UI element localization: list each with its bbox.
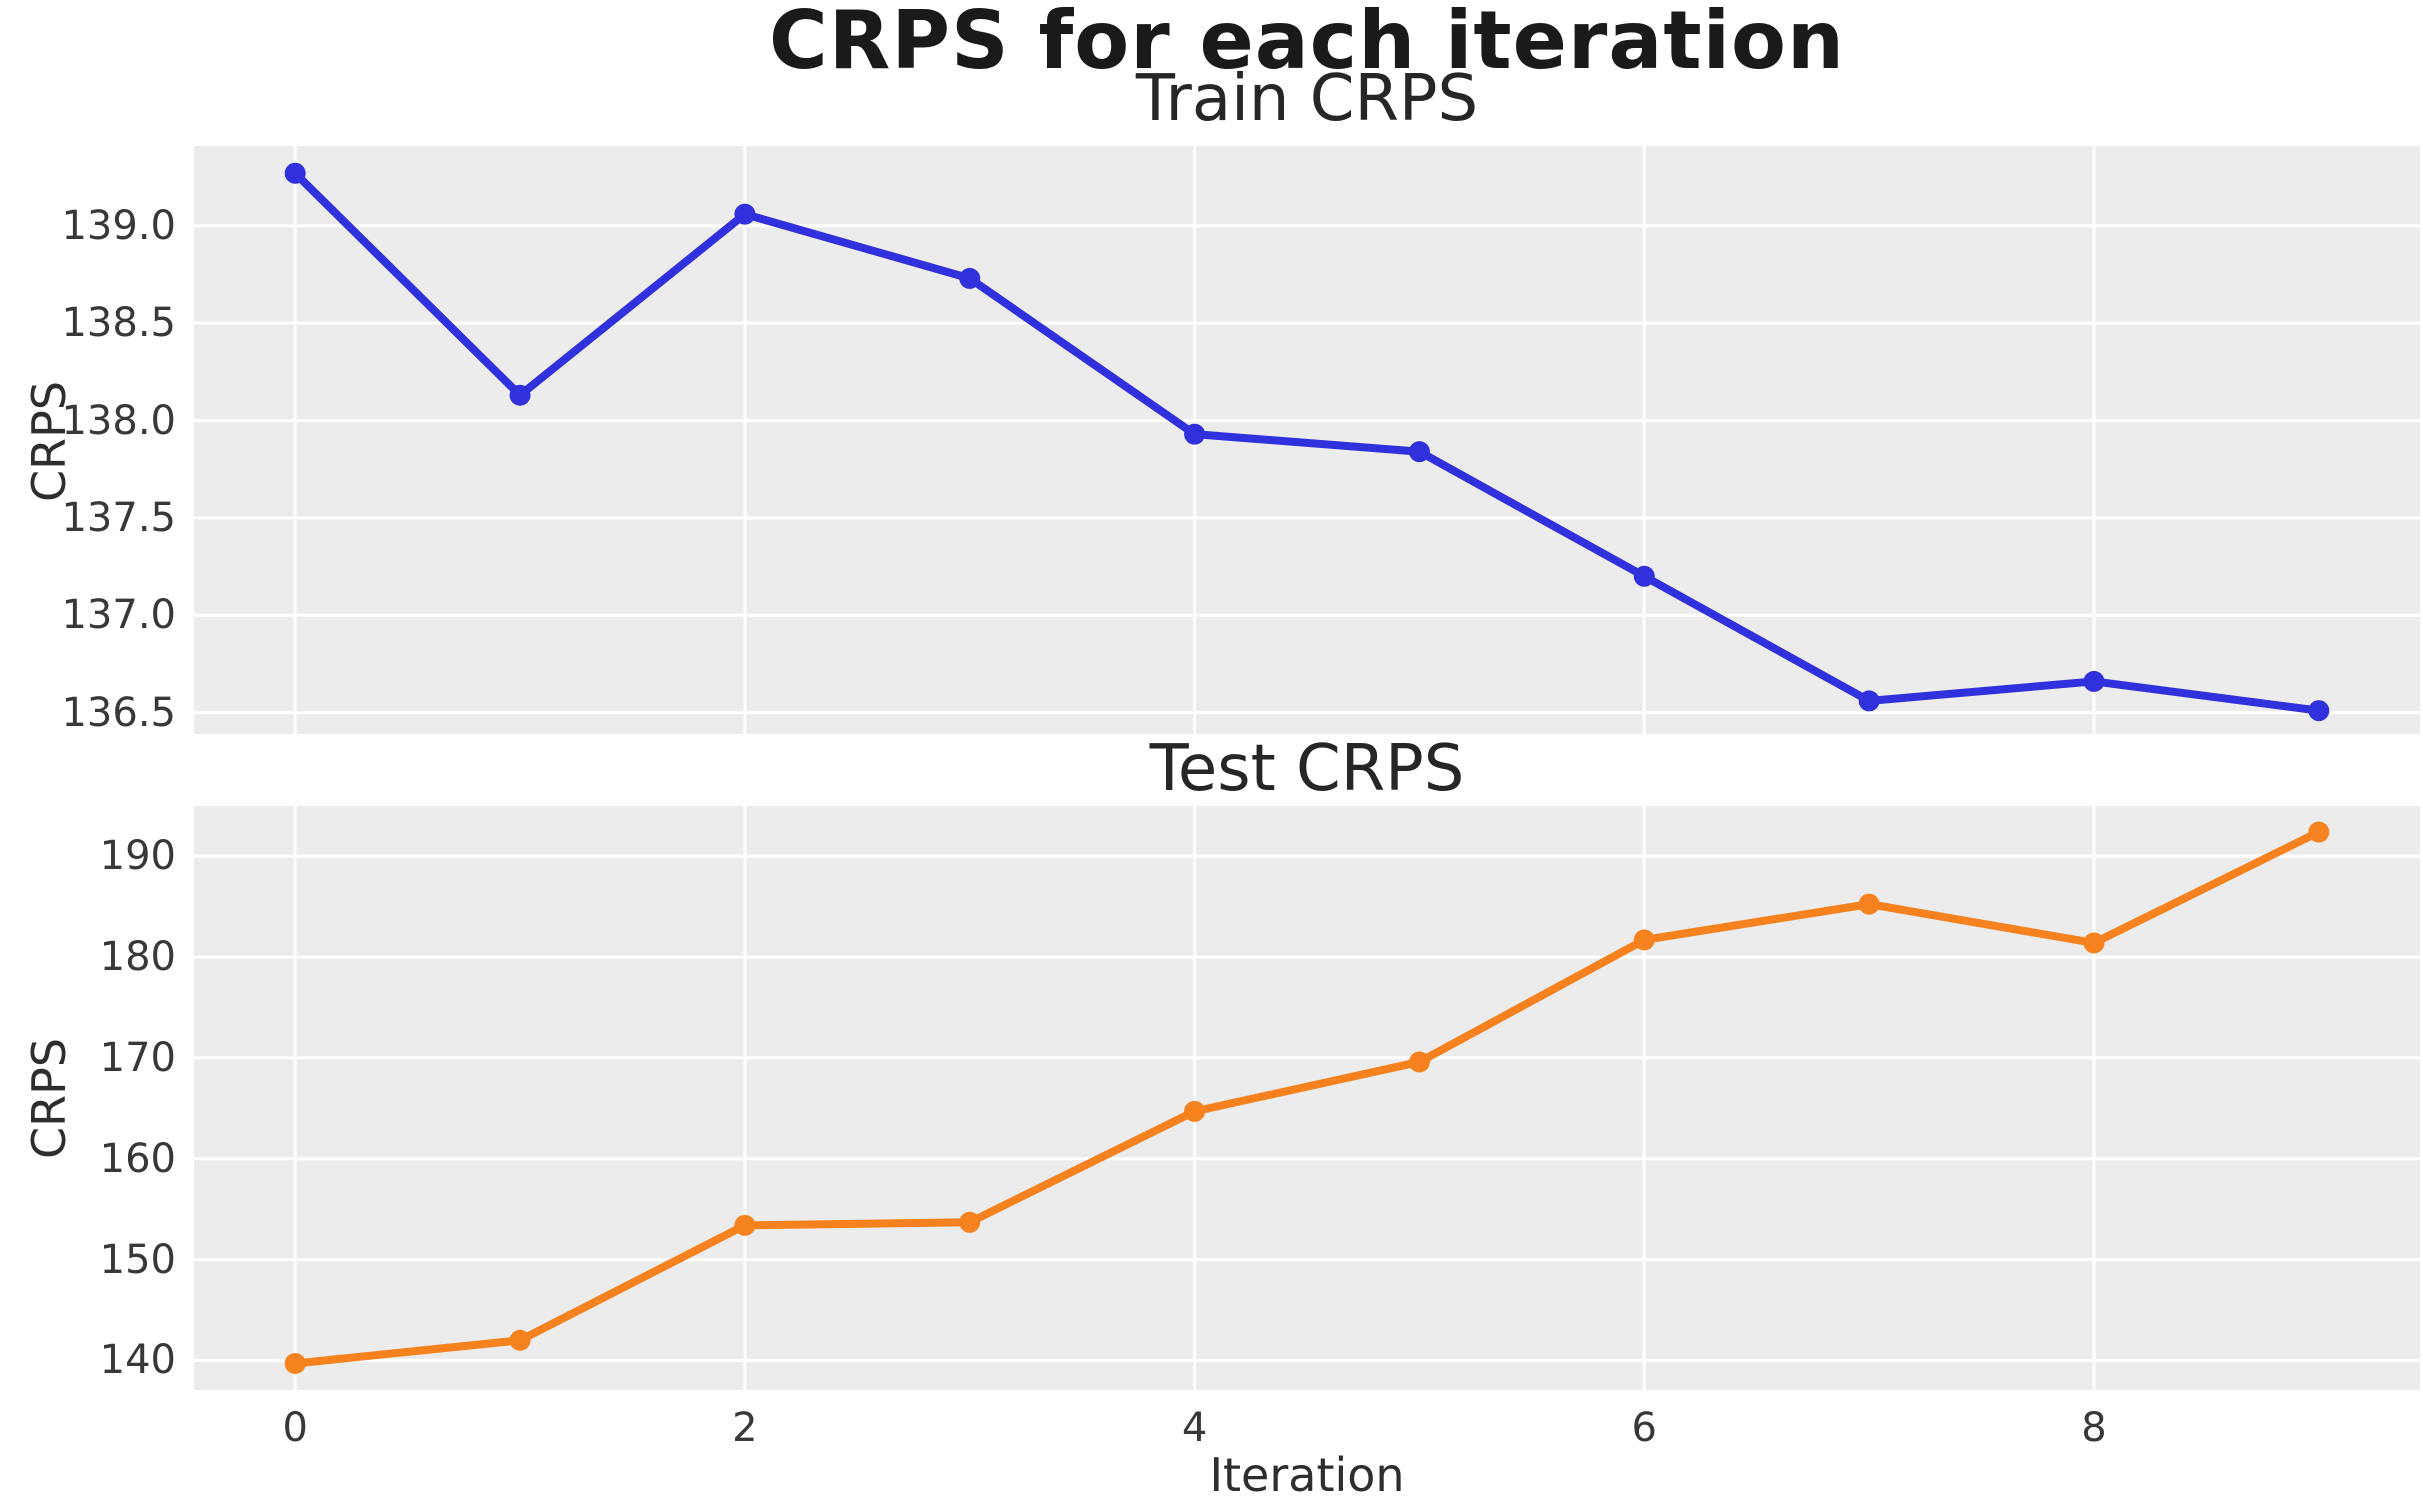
figure-title: CRPS for each iteration [769,0,1845,87]
x-tick-label: 0 [282,1405,308,1451]
data-point-marker [734,203,756,225]
data-point-marker [1858,690,1880,712]
data-point-marker [959,1211,981,1233]
subplot-title-test: Test CRPS [1149,732,1465,806]
y-tick-label: 138.0 [61,397,176,444]
data-point-marker [1633,929,1655,951]
y-tick-label: 137.0 [61,592,176,639]
data-point-marker [1408,1051,1430,1073]
subplot-title-train: Train CRPS [1135,62,1479,136]
data-point-marker [1858,893,1880,915]
plot-background [194,806,2420,1390]
y-tick-label: 136.5 [61,689,176,736]
data-point-marker [2083,670,2105,692]
y-tick-label: 138.5 [61,300,176,347]
data-point-marker [1408,441,1430,463]
x-tick-label: 8 [2081,1405,2107,1451]
y-tick-label: 150 [99,1236,176,1283]
data-point-marker [2308,821,2330,843]
y-tick-label: 190 [99,833,176,880]
y-tick-label: 170 [99,1034,176,1081]
y-tick-label: 180 [99,934,176,981]
y-tick-label: 160 [99,1135,176,1182]
data-point-marker [1184,1100,1206,1122]
x-tick-label: 4 [1181,1405,1208,1451]
x-tick-label: 2 [732,1405,758,1451]
data-point-marker [284,162,306,184]
y-tick-label: 137.5 [61,494,176,541]
series-line [291,828,2323,1368]
data-point-marker [509,1329,531,1351]
test-crps-plot-area [194,806,2420,1390]
y-tick-label: 140 [99,1337,176,1384]
data-point-marker [509,384,531,406]
data-point-marker [1184,423,1206,445]
series-line [291,169,2323,715]
data-point-marker [1633,565,1655,587]
data-point-marker [2083,932,2105,954]
data-point-marker [284,1352,306,1374]
data-point-marker [959,267,981,289]
x-axis-label: Iteration [1209,1448,1405,1502]
x-tick-label: 6 [1631,1405,1657,1451]
train-crps-plot-area [194,146,2420,734]
y-tick-label: 139.0 [61,202,176,249]
data-point-marker [734,1214,756,1236]
data-point-marker [2308,700,2330,722]
